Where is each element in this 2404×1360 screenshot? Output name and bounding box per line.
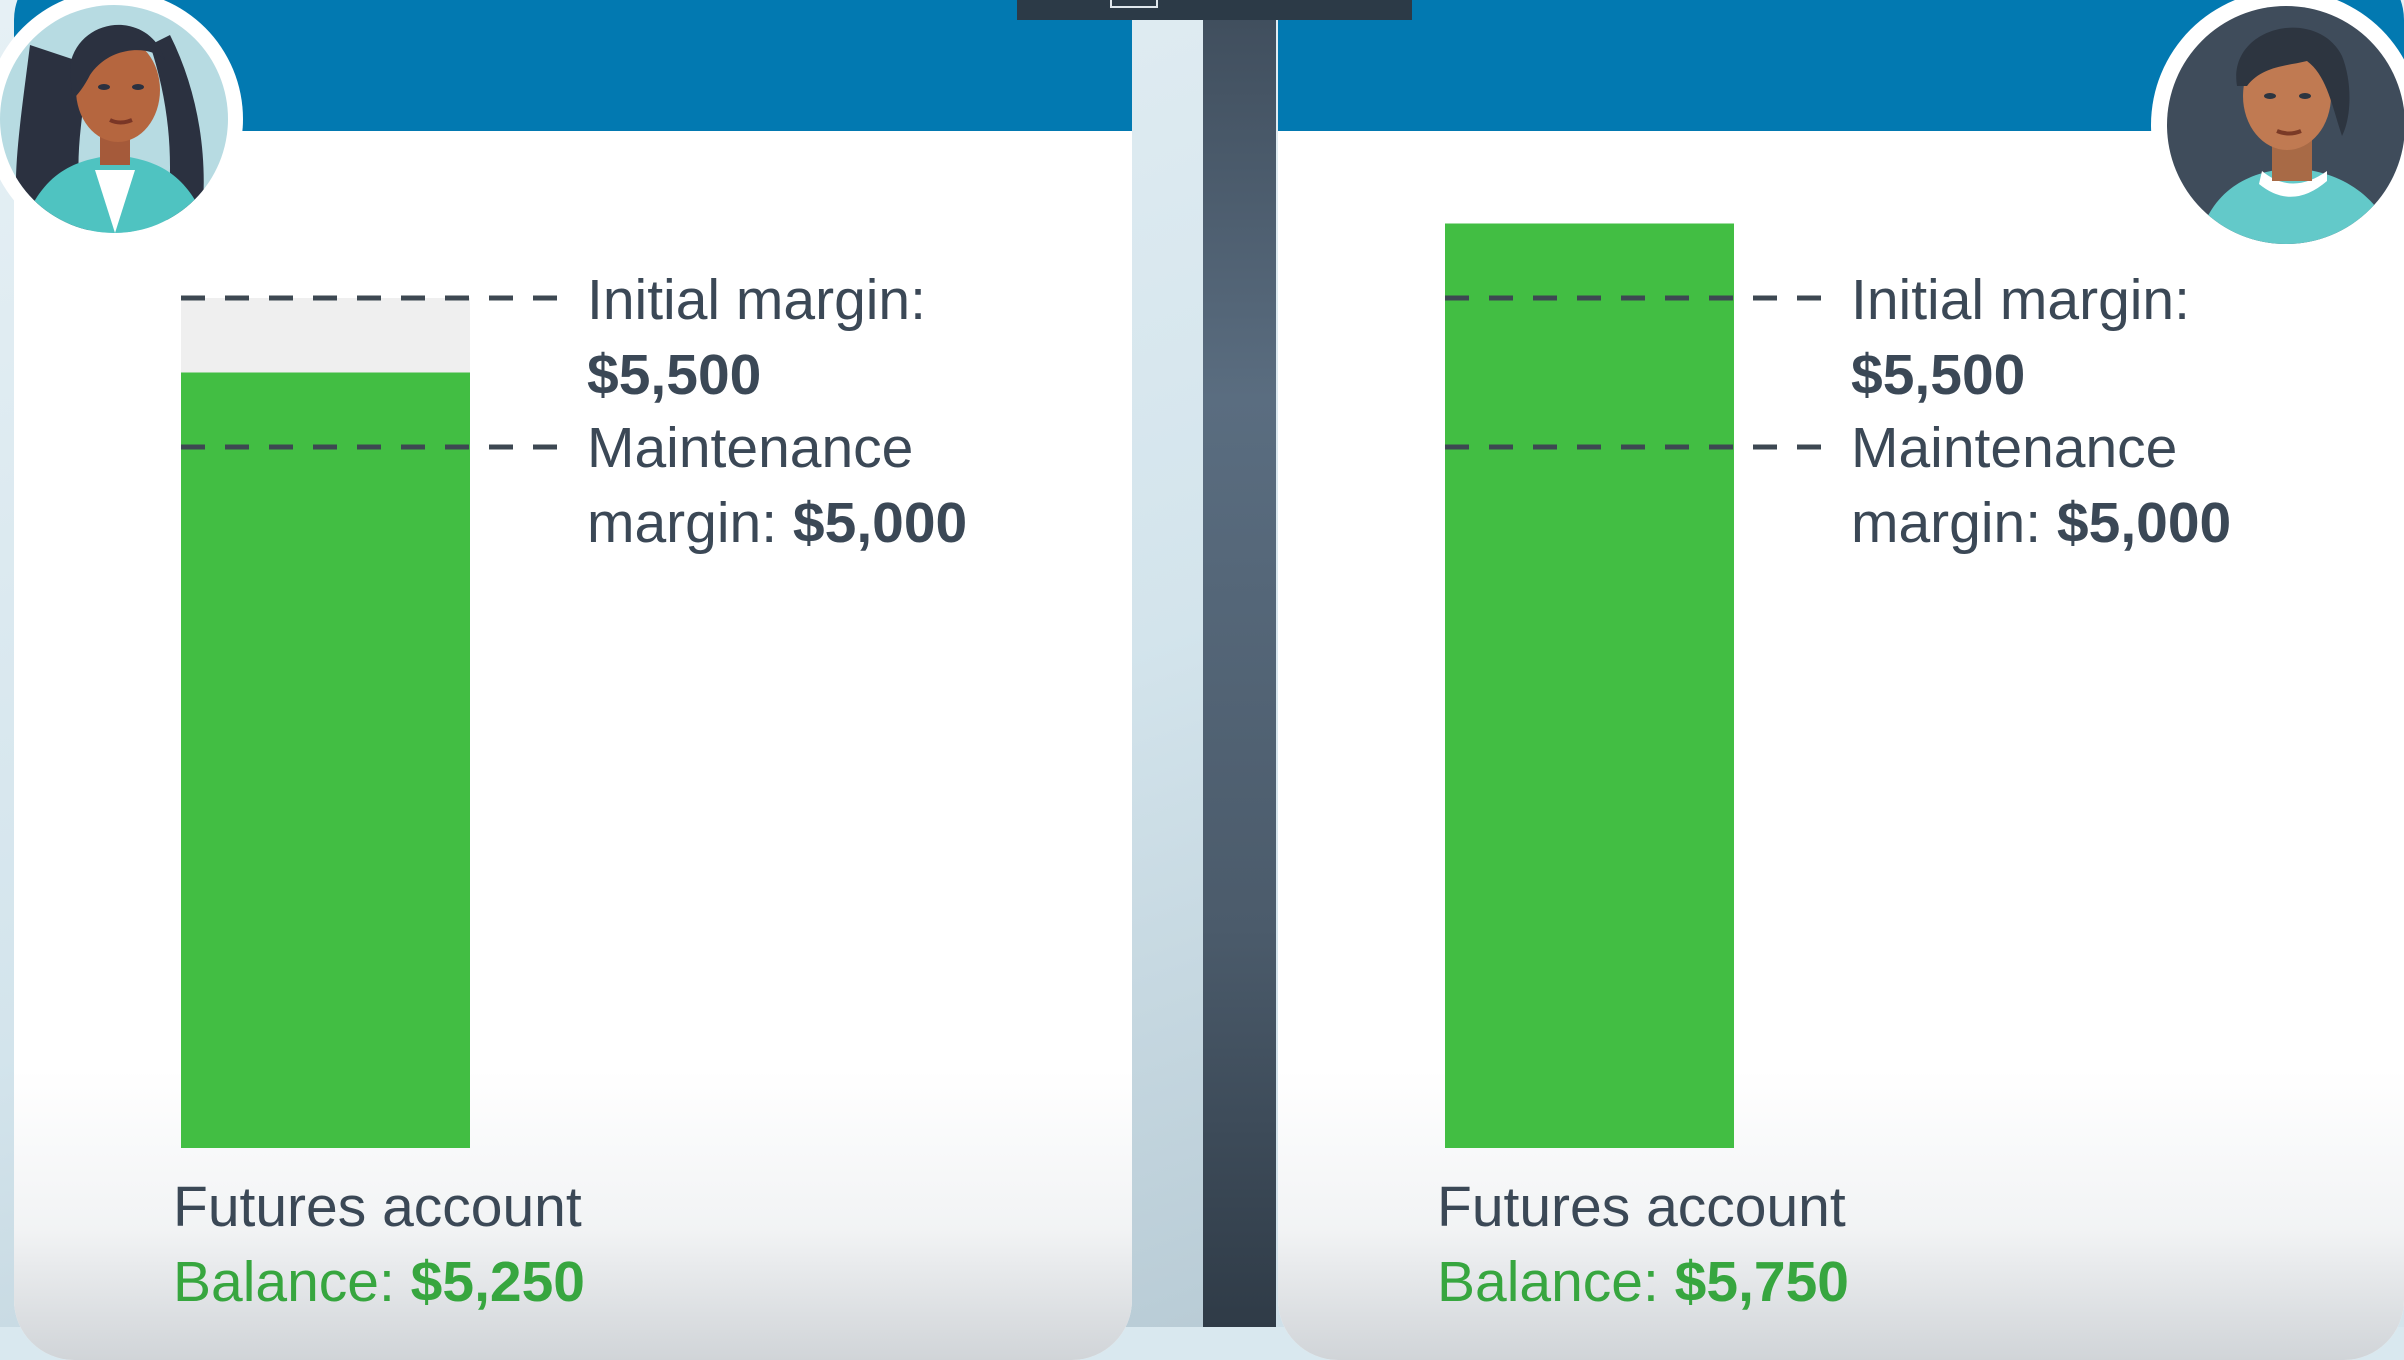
balance-line: Balance: $5,750 xyxy=(1437,1245,1849,1320)
margin-charts xyxy=(0,0,2404,1327)
initial-margin-label-left: Initial margin: $5,500 xyxy=(587,263,926,413)
balance-bar xyxy=(181,373,470,1149)
maintenance-margin-value: $5,000 xyxy=(2057,491,2231,555)
maintenance-margin-text-line2: margin: xyxy=(1851,491,2041,555)
maintenance-margin-text-line1: Maintenance xyxy=(1851,416,2177,480)
balance-value: $5,750 xyxy=(1675,1250,1849,1314)
maintenance-margin-text-line1: Maintenance xyxy=(587,416,913,480)
maintenance-margin-label-left: Maintenance margin: $5,000 xyxy=(587,411,967,561)
balance-label: Balance: xyxy=(1437,1250,1659,1314)
balance-value: $5,250 xyxy=(411,1250,585,1314)
maintenance-margin-text-line2: margin: xyxy=(587,491,777,555)
footer-left: Futures account Balance: $5,250 xyxy=(173,1170,585,1320)
maintenance-margin-label-right: Maintenance margin: $5,000 xyxy=(1851,411,2231,561)
footer-right: Futures account Balance: $5,750 xyxy=(1437,1170,1849,1320)
initial-margin-text: Initial margin: xyxy=(1851,268,2190,332)
balance-label: Balance: xyxy=(173,1250,395,1314)
initial-margin-text: Initial margin: xyxy=(587,268,926,332)
futures-account-title: Futures account xyxy=(173,1170,585,1245)
initial-margin-label-right: Initial margin: $5,500 xyxy=(1851,263,2190,413)
balance-line: Balance: $5,250 xyxy=(173,1245,585,1320)
bar-empty-segment xyxy=(181,298,470,373)
balance-bar xyxy=(1445,224,1734,1149)
futures-account-title: Futures account xyxy=(1437,1170,1849,1245)
maintenance-margin-value: $5,000 xyxy=(793,491,967,555)
initial-margin-value: $5,500 xyxy=(1851,343,2025,407)
initial-margin-value: $5,500 xyxy=(587,343,761,407)
